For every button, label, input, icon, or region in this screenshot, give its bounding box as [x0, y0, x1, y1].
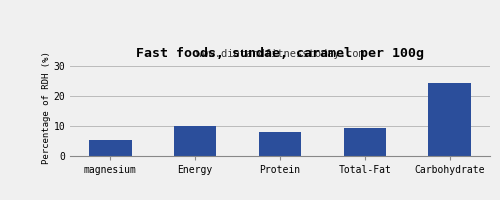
- Bar: [344, 128, 386, 156]
- Bar: [174, 126, 216, 156]
- Y-axis label: Percentage of RDH (%): Percentage of RDH (%): [42, 52, 50, 164]
- Bar: [259, 132, 301, 156]
- Title: Fast foods, sundae, caramel per 100g: Fast foods, sundae, caramel per 100g: [136, 47, 424, 60]
- Text: www.dietandfitnesstoday.com: www.dietandfitnesstoday.com: [196, 49, 364, 59]
- Bar: [428, 83, 471, 156]
- Bar: [89, 140, 132, 156]
